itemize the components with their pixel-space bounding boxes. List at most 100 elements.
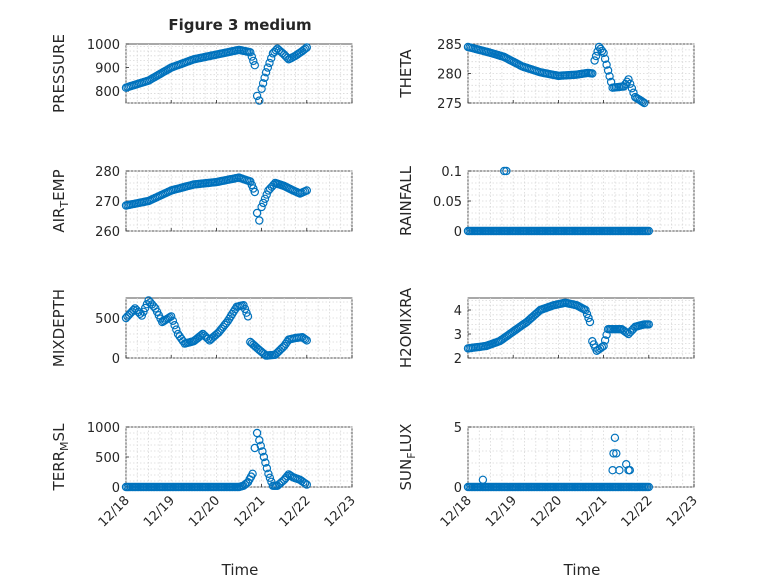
data-point bbox=[250, 60, 259, 70]
data-point bbox=[622, 328, 632, 337]
data-point bbox=[140, 303, 150, 313]
data-point bbox=[597, 343, 607, 352]
panel-air_temp: 260 270 280 AIRTEMP bbox=[50, 165, 353, 240]
x-tick-label: 12/19 bbox=[141, 493, 178, 530]
data-point bbox=[252, 91, 262, 101]
data-point bbox=[166, 312, 176, 321]
data-point bbox=[255, 436, 264, 445]
y-tick-label: 280 bbox=[95, 165, 120, 180]
y-tick-label: 800 bbox=[95, 85, 120, 100]
data-point bbox=[602, 60, 611, 69]
data-point bbox=[638, 97, 648, 107]
data-point bbox=[584, 313, 593, 323]
data-point bbox=[248, 469, 257, 478]
x-tick-label: 12/22 bbox=[277, 493, 314, 530]
data-point bbox=[260, 73, 269, 83]
data-point bbox=[581, 305, 590, 315]
data-point bbox=[610, 433, 620, 442]
data-point bbox=[265, 58, 274, 68]
data-point bbox=[252, 208, 262, 218]
data-point bbox=[590, 56, 599, 65]
x-axis-label-left: Time bbox=[221, 561, 259, 579]
y-tick-label: 2 bbox=[454, 352, 462, 367]
y-axis-label-h2omixra: H2OMIXRA bbox=[397, 287, 415, 368]
x-tick-label: 12/21 bbox=[573, 493, 610, 530]
y-tick-label: 0 bbox=[112, 481, 120, 496]
data-point bbox=[502, 166, 511, 176]
data-point bbox=[585, 317, 595, 327]
panel-terr_msl: 0 500 1000 12/18 12/19 12/20 12/21 12/22 12/23 TE… bbox=[50, 421, 359, 530]
data-point bbox=[239, 301, 248, 310]
data-point bbox=[170, 321, 179, 330]
y-axis-label-sun_flux: SUNFLUX bbox=[397, 424, 418, 491]
x-tick-label: 12/23 bbox=[664, 493, 701, 530]
data-point bbox=[605, 72, 614, 81]
data-point bbox=[600, 336, 610, 345]
panel-pressure: 800 900 1000 PRESSURE bbox=[50, 34, 353, 113]
data-point bbox=[257, 84, 266, 94]
data-point bbox=[242, 308, 251, 317]
data-point bbox=[582, 309, 592, 319]
x-tick-label: 12/23 bbox=[322, 493, 359, 530]
data-point bbox=[603, 66, 613, 75]
data-point bbox=[265, 473, 275, 482]
x-tick-label: 12/19 bbox=[483, 493, 520, 530]
data-point bbox=[302, 480, 311, 489]
data-point bbox=[264, 469, 273, 478]
data-point bbox=[300, 479, 310, 488]
axes-box bbox=[467, 426, 695, 488]
data-point bbox=[302, 336, 311, 345]
panel-mixdepth: 0 500 MIXDEPTH bbox=[50, 289, 353, 367]
data-point bbox=[129, 305, 138, 315]
data-point bbox=[258, 79, 268, 88]
data-point bbox=[626, 79, 635, 89]
panel-h2omixra: 2 3 4 H2OMIXRA bbox=[397, 287, 695, 368]
x-tick-label: 12/20 bbox=[528, 493, 565, 530]
x-tick-label: 12/22 bbox=[619, 493, 656, 530]
y-tick-label: 285 bbox=[437, 38, 462, 53]
y-tick-label: 4 bbox=[454, 304, 462, 319]
panel-rainfall: 0 0.05 0.1 RAINFALL bbox=[397, 165, 695, 240]
data-point bbox=[139, 307, 148, 316]
data-point bbox=[301, 335, 310, 344]
data-point bbox=[258, 447, 267, 456]
data-point bbox=[252, 428, 262, 438]
data-point bbox=[640, 98, 649, 108]
data-point bbox=[612, 449, 621, 458]
y-tick-label: 1000 bbox=[87, 38, 120, 53]
y-tick-label: 900 bbox=[95, 62, 120, 77]
y-tick-label: 275 bbox=[437, 97, 462, 112]
data-point bbox=[255, 96, 264, 105]
data-point bbox=[249, 56, 258, 66]
y-axis-label-terr_msl: TERRMSL bbox=[50, 423, 71, 492]
data-point bbox=[478, 475, 488, 484]
data-point bbox=[261, 68, 271, 77]
data-point bbox=[259, 452, 269, 462]
data-point bbox=[168, 316, 178, 325]
y-tick-label: 500 bbox=[95, 312, 120, 327]
x-tick-label: 12/20 bbox=[186, 493, 223, 530]
data-point bbox=[644, 226, 654, 236]
y-tick-label: 260 bbox=[95, 225, 120, 240]
data-point bbox=[247, 52, 256, 61]
data-point bbox=[644, 320, 654, 329]
y-tick-label: 3 bbox=[454, 328, 462, 343]
data-point bbox=[600, 54, 610, 64]
data-point bbox=[259, 198, 268, 208]
y-axis-label-air_temp: AIRTEMP bbox=[50, 169, 71, 232]
data-point bbox=[261, 458, 270, 467]
y-tick-label: 280 bbox=[437, 68, 462, 83]
data-point bbox=[500, 166, 509, 176]
y-axis-label-theta: THETA bbox=[397, 49, 415, 99]
data-point bbox=[256, 441, 265, 450]
data-point bbox=[615, 466, 624, 475]
y-tick-label: 0 bbox=[454, 225, 462, 240]
data-point bbox=[302, 43, 311, 52]
data-point bbox=[262, 464, 272, 473]
y-tick-label: 1000 bbox=[87, 421, 120, 436]
y-tick-label: 0 bbox=[454, 481, 462, 496]
y-tick-label: 0 bbox=[112, 352, 120, 367]
data-point bbox=[591, 51, 601, 61]
data-point bbox=[172, 325, 181, 334]
